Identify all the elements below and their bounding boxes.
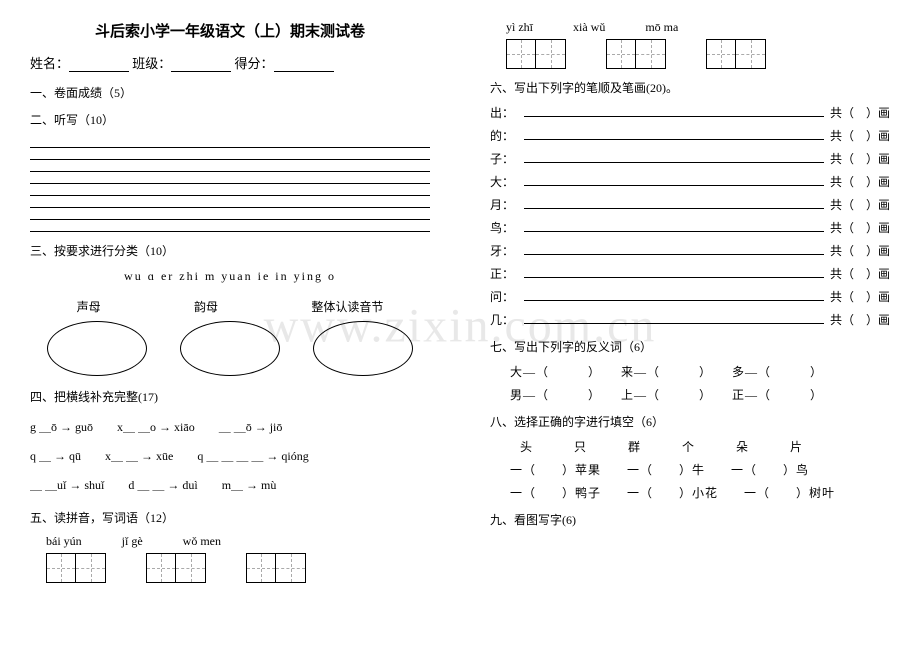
antonym-row-1[interactable]: 大—（ ） 来—（ ） 多—（ ） <box>490 363 890 380</box>
stroke-line[interactable]: 几：共（ ）画 <box>490 311 890 328</box>
writing-lines[interactable] <box>30 136 430 232</box>
label-shengmu: 声母 <box>77 298 101 315</box>
stroke-line[interactable]: 出：共（ ）画 <box>490 104 890 121</box>
oval-1[interactable] <box>47 321 147 376</box>
left-column: 斗后索小学一年级语文（上）期末测试卷 姓名： 班级： 得分： 一、卷面成绩（5）… <box>0 0 460 651</box>
page-title: 斗后索小学一年级语文（上）期末测试卷 <box>30 20 430 41</box>
score-blank[interactable] <box>274 58 334 72</box>
section-1: 一、卷面成绩（5） <box>30 84 430 101</box>
boxes-row-2 <box>490 39 890 69</box>
stroke-line[interactable]: 鸟：共（ ）画 <box>490 219 890 236</box>
tian-box[interactable] <box>606 39 666 69</box>
section-6: 六、写出下列字的笔顺及笔画(20)。 <box>490 79 890 96</box>
category-ovals <box>30 321 430 376</box>
pinyin-row-2: yì zhī xià wǔ mō ma <box>490 20 890 35</box>
q4-row3: ＿ ＿uǐ → shuǐ d ＿ ＿ → duì m＿ → mù <box>30 471 430 500</box>
fill-row-2[interactable]: 一（ ）鸭子 一（ ）小花 一（ ）树叶 <box>490 484 890 501</box>
py-xiawu: xià wǔ <box>573 20 605 35</box>
pinyin-row-1: bái yún jǐ gè wǒ men <box>30 534 430 549</box>
antonym-row-2[interactable]: 男—（ ） 上—（ ） 正—（ ） <box>490 386 890 403</box>
section-8: 八、选择正确的字进行填空（6） <box>490 413 890 430</box>
section-5: 五、读拼音，写词语（12） <box>30 509 430 526</box>
label-yunmu: 韵母 <box>194 298 218 315</box>
class-label: 班级： <box>132 56 171 71</box>
py-baiyun: bái yún <box>46 534 82 549</box>
section-7: 七、写出下列字的反义词（6） <box>490 338 890 355</box>
boxes-row-1 <box>30 553 430 583</box>
oval-3[interactable] <box>313 321 413 376</box>
stroke-line[interactable]: 的：共（ ）画 <box>490 127 890 144</box>
section-4: 四、把横线补充完整(17) <box>30 388 430 405</box>
tian-box[interactable] <box>146 553 206 583</box>
name-label: 姓名： <box>30 56 69 71</box>
stroke-line[interactable]: 子：共（ ）画 <box>490 150 890 167</box>
py-moma: mō ma <box>645 20 678 35</box>
header-fields: 姓名： 班级： 得分： <box>30 53 430 72</box>
tian-box[interactable] <box>246 553 306 583</box>
stroke-line[interactable]: 月：共（ ）画 <box>490 196 890 213</box>
section-9: 九、看图写字(6) <box>490 511 890 528</box>
fill-row-1[interactable]: 一（ ）苹果 一（ ）牛 一（ ）鸟 <box>490 461 890 478</box>
stroke-line[interactable]: 牙：共（ ）画 <box>490 242 890 259</box>
name-blank[interactable] <box>69 58 129 72</box>
pinyin-list: wu ɑ er zhi m yuan ie in ying o <box>30 269 430 284</box>
py-women: wǒ men <box>183 534 221 549</box>
q4-row2: q ＿ → qū x＿ ＿ → xūe q ＿ ＿ ＿ ＿ → qióng <box>30 442 430 471</box>
label-zhengti: 整体认读音节 <box>311 298 383 315</box>
class-blank[interactable] <box>171 58 231 72</box>
stroke-line[interactable]: 问：共（ ）画 <box>490 288 890 305</box>
section-3: 三、按要求进行分类（10） <box>30 242 430 259</box>
stroke-line[interactable]: 大：共（ ）画 <box>490 173 890 190</box>
py-yizhi: yì zhī <box>506 20 533 35</box>
q4-row1: g ＿ō → guō x＿ ＿o → xiāo ＿ ＿ō → jiō <box>30 413 430 442</box>
score-label: 得分： <box>235 56 274 71</box>
oval-2[interactable] <box>180 321 280 376</box>
right-column: yì zhī xià wǔ mō ma 六、写出下列字的笔顺及笔画(20)。 出… <box>460 0 920 651</box>
py-jige: jǐ gè <box>122 534 143 549</box>
word-bank: 头 只 群 个 朵 片 <box>490 438 890 455</box>
category-labels: 声母 韵母 整体认读音节 <box>30 298 430 315</box>
tian-box[interactable] <box>506 39 566 69</box>
section-2: 二、听写（10） <box>30 111 430 128</box>
stroke-line[interactable]: 正：共（ ）画 <box>490 265 890 282</box>
tian-box[interactable] <box>706 39 766 69</box>
tian-box[interactable] <box>46 553 106 583</box>
